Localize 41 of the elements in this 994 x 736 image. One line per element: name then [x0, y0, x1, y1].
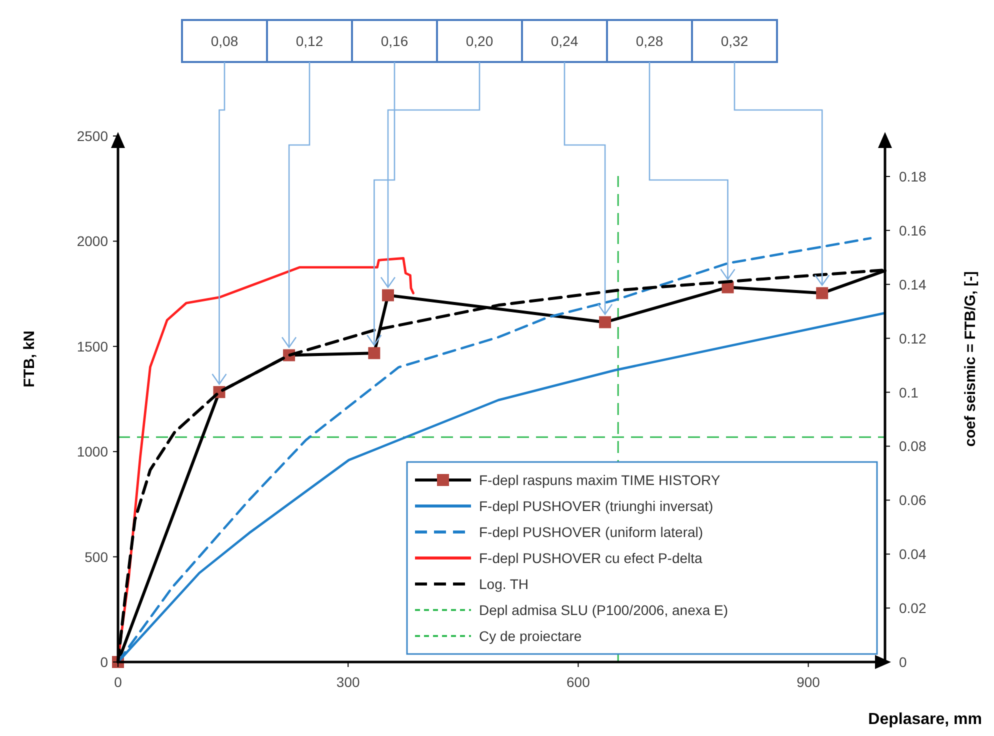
x-tick-label: 900	[796, 674, 820, 690]
point	[382, 289, 394, 302]
y-tick-label: 0	[100, 654, 108, 670]
y2-tick-label: 0.02	[899, 600, 926, 616]
annotation: 0,20	[466, 33, 494, 49]
annotation: 0,24	[550, 33, 578, 49]
y2-tick-label: 0.04	[899, 546, 926, 562]
y2-tick-label: 0.06	[899, 492, 926, 508]
x-tick-label: 0	[114, 674, 122, 690]
y2-tick-label: 0.1	[899, 384, 919, 400]
y2-tick-label: 0.14	[899, 276, 926, 292]
y-tick-label: 2500	[76, 128, 108, 144]
y-tick-label: 1000	[76, 444, 108, 460]
annotation: 0,16	[380, 33, 408, 49]
y-tick-label: 2000	[76, 233, 108, 250]
y2-tick-label: 0.16	[899, 222, 926, 238]
y2-axis-title: coef seismic = FTB/G, [-]	[962, 271, 979, 447]
y2-tick-label: 0.12	[899, 330, 926, 346]
legend-label: F-depl PUSHOVER (uniform lateral)	[479, 524, 704, 540]
y-tick-label: 1500	[76, 338, 108, 354]
legend-label: F-depl PUSHOVER cu efect P-delta	[479, 550, 703, 566]
legend-label: Log. TH	[479, 576, 529, 592]
point	[599, 316, 612, 328]
annotation: 0,32	[720, 33, 748, 49]
y2-tick-label: 0.08	[899, 438, 926, 454]
y-axis-title: FTB, kN	[21, 330, 38, 388]
x-axis-title: Deplasare, mm	[868, 711, 982, 728]
y-tick-label: 500	[84, 548, 108, 565]
legend-label: Cy de proiectare	[479, 628, 582, 644]
x-tick-label: 300	[336, 674, 360, 690]
legend-label: F-depl PUSHOVER (triunghi inversat)	[479, 498, 714, 514]
legend-label: F-depl raspuns maxim TIME HISTORY	[479, 472, 721, 488]
x-tick-label: 600	[566, 674, 590, 690]
point	[368, 347, 380, 360]
annotation: 0,08	[210, 33, 238, 49]
point	[816, 287, 828, 300]
ref-line-label: Depl admisa SLU (P100/2006, anexa E)	[479, 602, 728, 618]
annotation: 0,28	[636, 33, 664, 49]
y2-tick-label: 0.18	[899, 168, 926, 184]
y2-tick-label: 0	[899, 654, 907, 670]
annotation: 0,12	[296, 33, 324, 49]
